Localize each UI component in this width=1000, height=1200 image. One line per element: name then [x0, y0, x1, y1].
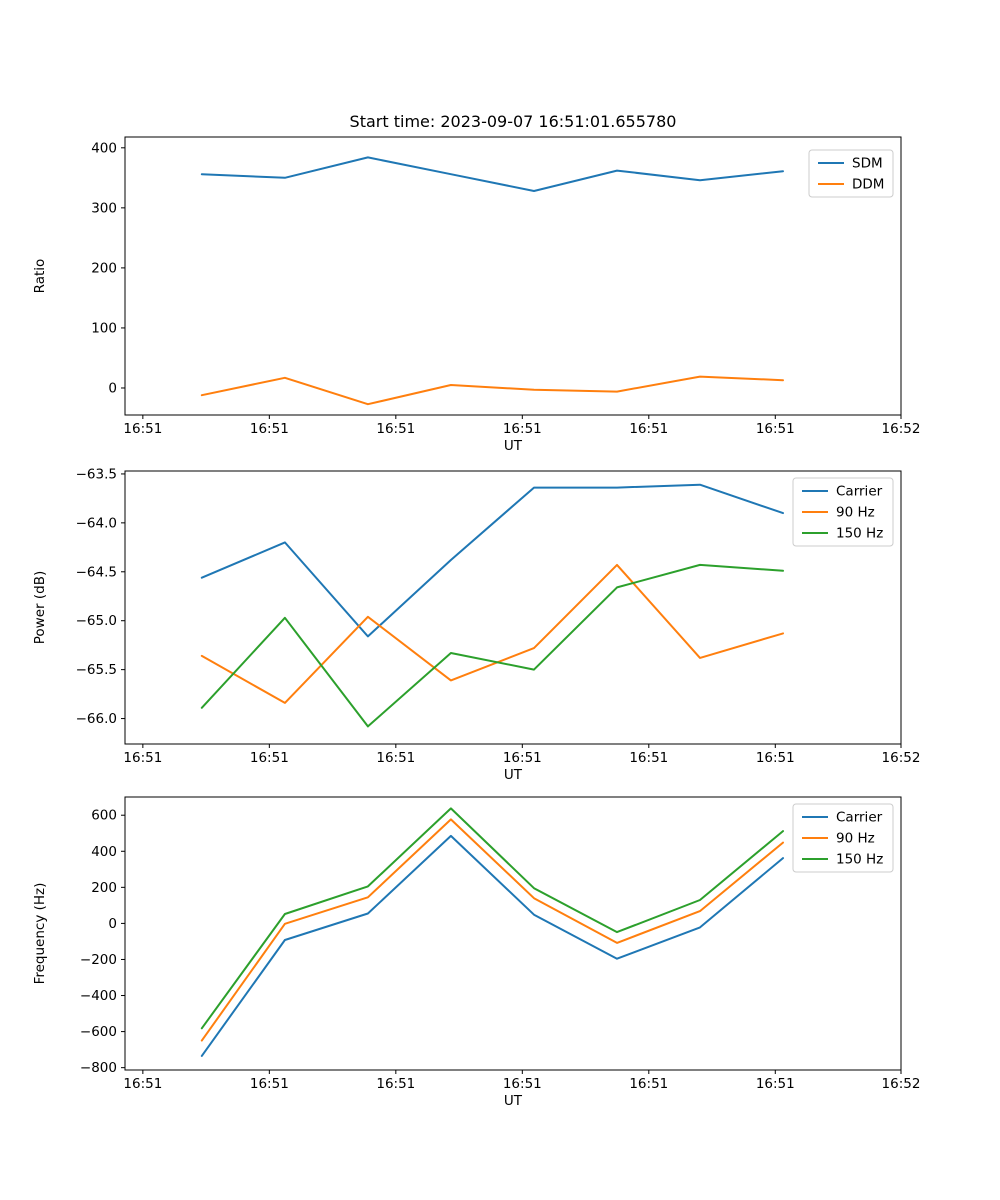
y-axis-label: Ratio — [32, 259, 48, 294]
y-tick-label: 400 — [91, 140, 117, 156]
legend: SDM DDM — [808, 149, 894, 198]
y-tick-label: −64.5 — [76, 564, 117, 580]
x-tick-label: 16:52 — [882, 421, 921, 437]
y-tick-label: −64.0 — [76, 515, 117, 531]
legend-label: Carrier — [836, 484, 883, 500]
series-line-90-hz — [200, 818, 784, 1042]
x-tick-label: 16:51 — [629, 421, 668, 437]
legend: Carrier 90 Hz 150 Hz — [792, 803, 894, 873]
legend-label: 90 Hz — [836, 505, 875, 521]
legend-label: 150 Hz — [836, 852, 883, 868]
x-tick-label: 16:51 — [250, 750, 289, 766]
y-tick-label: −63.5 — [76, 466, 117, 482]
y-tick-label: −65.0 — [76, 613, 117, 629]
y-axis-label: Frequency (Hz) — [32, 883, 48, 985]
x-tick-label: 16:51 — [503, 1076, 542, 1092]
x-axis-label: UT — [504, 767, 523, 783]
series-line-150-hz — [200, 807, 784, 1030]
axes-frame — [124, 470, 902, 745]
y-tick-label: 300 — [91, 200, 117, 216]
x-tick-label: 16:51 — [756, 1076, 795, 1092]
x-tick-label: 16:51 — [376, 1076, 415, 1092]
x-tick-label: 16:51 — [250, 1076, 289, 1092]
y-tick-label: 600 — [91, 808, 117, 824]
legend-box — [808, 149, 894, 198]
x-tick-label: 16:51 — [756, 750, 795, 766]
y-tick-label: 0 — [108, 916, 117, 932]
x-axis-label: UT — [504, 1093, 523, 1109]
legend-label: Carrier — [836, 810, 883, 826]
y-tick-label: 200 — [91, 880, 117, 896]
x-tick-label: 16:51 — [503, 750, 542, 766]
y-tick-label: −400 — [80, 988, 117, 1004]
legend-label: DDM — [852, 177, 884, 193]
axes-frame — [124, 796, 902, 1071]
x-axis-label: UT — [504, 438, 523, 454]
y-tick-label: −800 — [80, 1060, 117, 1076]
axes-frequency: 16:51 16:51 16:51 16:51 16:51 16:51 16:52 600 40… — [32, 796, 921, 1109]
y-tick-label: −600 — [80, 1024, 117, 1040]
legend-label: 90 Hz — [836, 831, 875, 847]
axes-power: 16:51 16:51 16:51 16:51 16:51 16:51 16:52 −63.5… — [32, 466, 920, 783]
x-tick-label: 16:51 — [629, 1076, 668, 1092]
y-tick-label: 200 — [91, 260, 117, 276]
y-tick-label: −66.0 — [76, 711, 117, 727]
legend-label: SDM — [852, 156, 883, 172]
series-line-150-hz — [200, 563, 784, 728]
x-tick-label: 16:51 — [376, 750, 415, 766]
chart-title: Start time: 2023-09-07 16:51:01.655780 — [349, 112, 677, 131]
series-line-ddm — [200, 375, 784, 406]
x-tick-label: 16:51 — [123, 1076, 162, 1092]
x-tick-label: 16:51 — [376, 421, 415, 437]
x-tick-label: 16:52 — [882, 1076, 921, 1092]
x-tick-label: 16:51 — [123, 421, 162, 437]
legend: Carrier 90 Hz 150 Hz — [792, 477, 894, 547]
y-tick-label: 400 — [91, 844, 117, 860]
y-tick-label: 0 — [108, 380, 117, 396]
series-line-90-hz — [200, 563, 784, 704]
y-tick-label: 100 — [91, 320, 117, 336]
x-tick-label: 16:51 — [629, 750, 668, 766]
y-tick-label: −65.5 — [76, 662, 117, 678]
legend-box — [792, 803, 894, 873]
series-line-carrier — [200, 483, 784, 638]
x-tick-label: 16:51 — [503, 421, 542, 437]
x-tick-label: 16:51 — [123, 750, 162, 766]
axes-ratio: 16:51 16:51 16:51 16:51 16:51 16:51 16:52 0 100 2… — [32, 136, 921, 454]
series-line-sdm — [200, 156, 784, 192]
x-tick-label: 16:51 — [756, 421, 795, 437]
legend-box — [792, 477, 894, 547]
y-axis-label: Power (dB) — [32, 571, 48, 644]
x-tick-label: 16:51 — [250, 421, 289, 437]
axes-frame — [124, 136, 902, 416]
series-line-carrier — [200, 834, 784, 1057]
y-tick-label: −200 — [80, 952, 117, 968]
legend-label: 150 Hz — [836, 526, 883, 542]
x-tick-label: 16:52 — [882, 750, 921, 766]
